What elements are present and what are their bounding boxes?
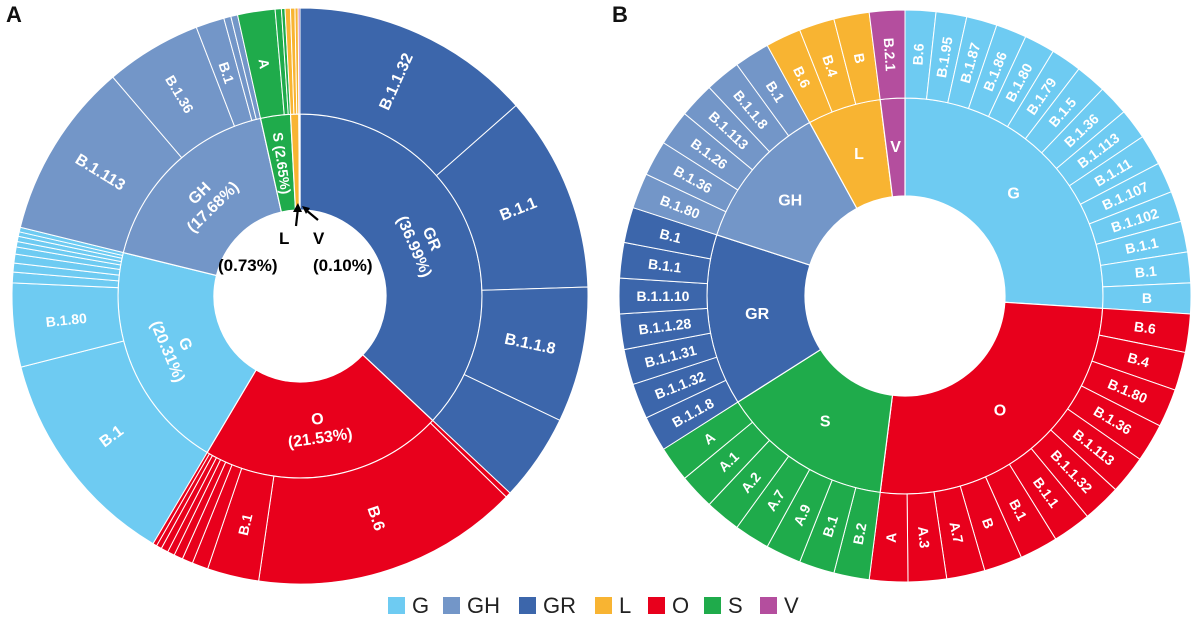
lineage-s-b-1-label: B.1 bbox=[819, 513, 841, 539]
legend-label-o: O bbox=[672, 593, 689, 618]
legend-item-s: S bbox=[704, 593, 743, 618]
lineage-o-a-7-label: A.7 bbox=[946, 520, 966, 545]
legend-swatch-l bbox=[595, 597, 612, 614]
clade-o: B.6B.1O(21.53%) bbox=[152, 353, 511, 585]
annotation-v-value: (0.10%) bbox=[313, 256, 373, 275]
legend-item-g: G bbox=[388, 593, 429, 618]
lineage-v-b-2-1-label: B.2.1 bbox=[881, 37, 899, 72]
annotation-l: L (0.73%) bbox=[218, 203, 302, 275]
legend-item-l: L bbox=[595, 593, 631, 618]
clade-g-label: G bbox=[1007, 186, 1019, 203]
clade-g: B.6 B.1.95 B.1.87B.1.86B.1.80B.1.79B.1.5B.… bbox=[904, 9, 1192, 315]
lineage-gr-b-1-1-28-label: B.1.1.28 bbox=[638, 315, 693, 338]
legend-swatch-s bbox=[704, 597, 721, 614]
clade-o: B.6B.4B.1.80B.1.36B.1.113B.1.1.32B.1.1B.… bbox=[868, 301, 1191, 583]
lineage-l-b-label: B bbox=[851, 52, 869, 65]
legend-label-gr: GR bbox=[543, 593, 576, 618]
clade-gr-label: GR bbox=[745, 306, 769, 323]
lineage-g-b-1-1-label: B.1.1 bbox=[1124, 234, 1160, 257]
lineage-v-unlabeled-arc bbox=[297, 7, 301, 115]
lineage-g-b-6-label: B.6 bbox=[910, 43, 927, 66]
lineage-g-b-1-label: B.1 bbox=[1134, 263, 1157, 281]
legend-item-o: O bbox=[648, 593, 689, 618]
sunburst-a: B.1.1.32B.1.1B.1.1.8GR(36.99%)B.6B.1O(21… bbox=[11, 7, 589, 585]
lineage-o-a-label: A bbox=[883, 532, 900, 543]
lineage-o-b-6-label: B.6 bbox=[1133, 318, 1157, 337]
lineage-l-b-4-label: B.4 bbox=[819, 53, 841, 79]
legend-swatch-o bbox=[648, 597, 665, 614]
lineage-gr-b-1-1-10-label: B.1.1.10 bbox=[637, 288, 690, 304]
lineage-g-b-1-95-label: B.1.95 bbox=[933, 35, 956, 79]
clade-l: B.6 B.4 BL bbox=[766, 11, 894, 210]
clade-gh-label: GH bbox=[778, 193, 802, 210]
annotation-v: V (0.10%) bbox=[302, 206, 373, 275]
legend-label-g: G bbox=[412, 593, 429, 618]
lineage-o-a-3-label: A.3 bbox=[915, 526, 933, 549]
clade-g-label-line-1: G bbox=[175, 335, 195, 353]
lineage-s-a-label: A bbox=[256, 58, 273, 70]
clade-gr: B.1.1.32B.1.1B.1.1.8GR(36.99%) bbox=[299, 7, 589, 494]
lineage-s-b-2-label: B.2 bbox=[850, 521, 870, 546]
legend-item-gh: GH bbox=[443, 593, 500, 618]
lineage-gr-b-1-1-label: B.1.1 bbox=[647, 256, 682, 276]
clade-s-label: S bbox=[820, 413, 831, 430]
legend-label-gh: GH bbox=[467, 593, 500, 618]
lineage-o-b-1-label: B.1 bbox=[235, 512, 256, 537]
legend-label-v: V bbox=[784, 593, 799, 618]
legend-swatch-g bbox=[388, 597, 405, 614]
clade-v-arc bbox=[298, 113, 301, 211]
legend-item-v: V bbox=[760, 593, 799, 618]
clade-v: B.2.1 V bbox=[868, 9, 906, 198]
legend-swatch-gr bbox=[519, 597, 536, 614]
lineage-o-b-4-label: B.4 bbox=[1126, 349, 1151, 370]
clade-gr: B.1.1.8B.1.1.32B.1.1.31B.1.1.28B.1.1.10B… bbox=[618, 206, 822, 450]
legend: G GH GR L O S V bbox=[388, 593, 799, 618]
clade-l-label: L bbox=[854, 146, 864, 163]
clade-o-label-line-1: O bbox=[310, 410, 325, 429]
legend-label-s: S bbox=[728, 593, 743, 618]
lineage-g-b-1-80-label: B.1.80 bbox=[45, 310, 88, 330]
clade-s: B.2B.1A.9A.7A.2A.1AS bbox=[662, 348, 894, 581]
sunburst-b: B.6 B.1.95 B.1.87B.1.86B.1.80B.1.79B.1.5B.… bbox=[618, 9, 1192, 583]
annotation-l-value: (0.73%) bbox=[218, 256, 278, 275]
annotation-v-label: V bbox=[313, 229, 325, 248]
panel-a-label: A bbox=[6, 2, 22, 27]
clade-o-label: O bbox=[994, 402, 1006, 419]
clade-v-label: V bbox=[890, 139, 901, 156]
lineage-gh-b-1-label: B.1 bbox=[216, 60, 238, 86]
legend-item-gr: GR bbox=[519, 593, 576, 618]
lineage-v-b-2-1-arc bbox=[868, 9, 906, 101]
panel-b-label: B bbox=[612, 2, 628, 27]
legend-swatch-v bbox=[760, 597, 777, 614]
annotation-l-label: L bbox=[279, 229, 289, 248]
clade-g: B.1B.1.80G(20.31%) bbox=[11, 226, 257, 545]
lineage-g-b-label: B bbox=[1142, 290, 1152, 306]
legend-label-l: L bbox=[619, 593, 631, 618]
legend-swatch-gh bbox=[443, 597, 460, 614]
lineage-gr-b-1-label: B.1 bbox=[658, 225, 683, 246]
